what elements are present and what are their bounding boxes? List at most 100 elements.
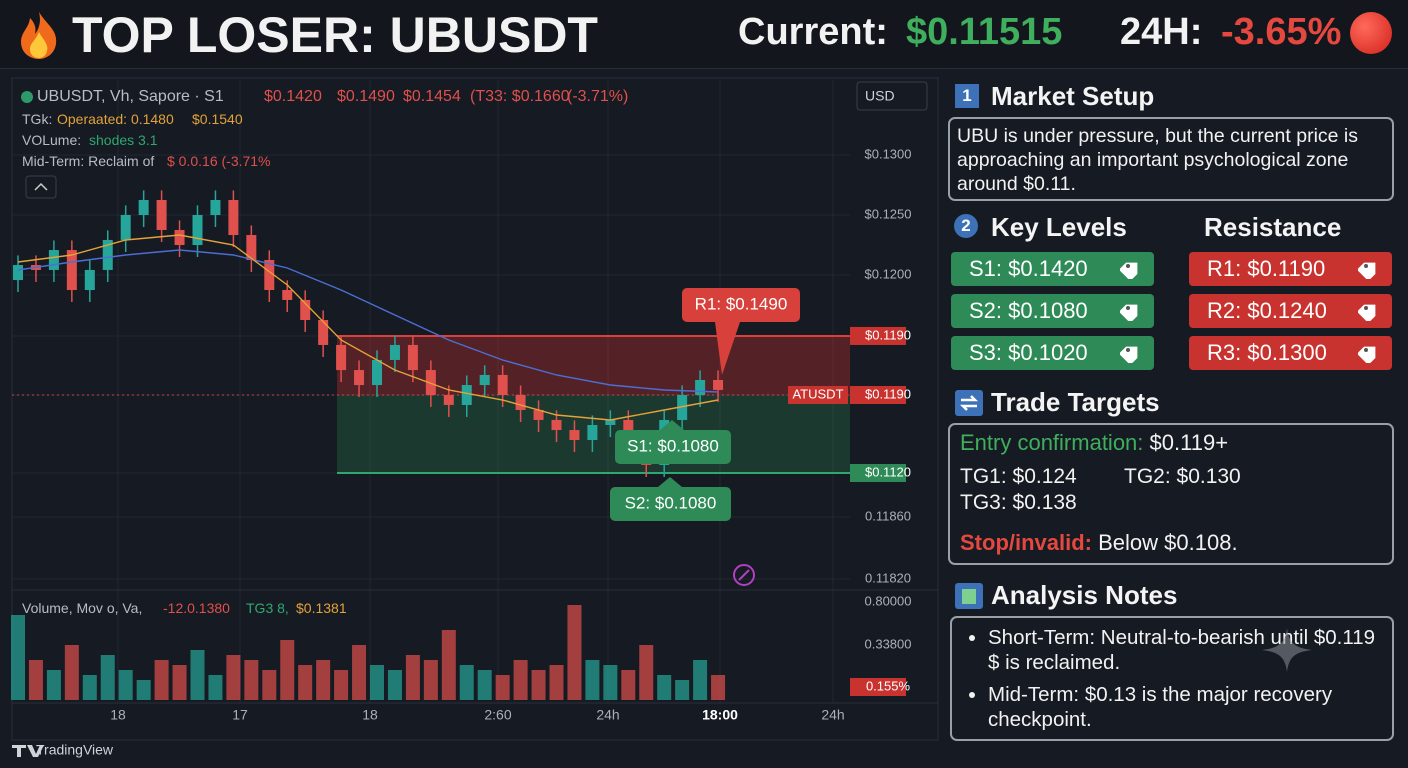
- target: TG3: $0.138: [960, 491, 1077, 514]
- note-text: Neutral-to-bearish until $0.119 $ is rec…: [988, 626, 1376, 674]
- volume-bar: [693, 660, 708, 700]
- chart: UBUSDT, Vh, Sapore · S1 $0.1420 $0.1490 $0.…: [11, 77, 939, 758]
- legend-label: TGk:: [22, 111, 52, 127]
- candle-body: [48, 250, 59, 270]
- notes-icon: [955, 583, 983, 609]
- candle-body: [156, 200, 167, 230]
- candle-body: [587, 425, 598, 440]
- volume-bar: [100, 655, 115, 700]
- section-title: Analysis Notes: [991, 580, 1178, 610]
- candle-body: [192, 215, 203, 245]
- draw-icon-stroke: [738, 569, 750, 581]
- currency: USD: [865, 88, 895, 104]
- candle-body: [695, 380, 706, 395]
- legend-value: $ 0.0.16 (-3.71%: [167, 153, 271, 169]
- volume-bar: [621, 670, 636, 700]
- legend-symbol: UBUSDT, Vh, Sapore · S1: [37, 88, 224, 105]
- y-tick-label: $0.1190: [865, 386, 911, 401]
- volume-bar: [28, 660, 43, 700]
- legend-line: VOLume: shodes 3.1: [22, 132, 158, 148]
- legend-value: $0.1540: [192, 111, 243, 127]
- resistance-zone: [337, 335, 850, 395]
- y-tick-label: 0.11820: [865, 570, 911, 585]
- grid: [12, 80, 850, 703]
- price-tag-bg: [850, 464, 906, 482]
- legend-line: TGk: Operaated: 0.1480 $0.1540: [22, 111, 243, 127]
- y-tick-label: $0.1120: [865, 464, 911, 479]
- fire-icon: [21, 12, 57, 59]
- tag-icon: [1358, 346, 1376, 363]
- legend-ohlc: $0.1420: [264, 88, 322, 105]
- candle-body: [282, 290, 293, 300]
- currency-box[interactable]: [856, 81, 928, 111]
- volume-title-text: Volume, Mov o, Va,: [22, 600, 142, 616]
- symbol-logo: [21, 91, 33, 103]
- candle-body: [13, 265, 23, 281]
- trade-targets-box: [948, 423, 1394, 565]
- volume-bar: [262, 670, 277, 700]
- candle-body: [407, 344, 418, 371]
- volume-bar: [190, 650, 205, 700]
- collapse-button[interactable]: [25, 175, 57, 199]
- volume-bar: [711, 675, 726, 700]
- section-badge: 2: [954, 214, 978, 238]
- price-tag-bg: [850, 386, 906, 404]
- volume-bar: [531, 670, 546, 700]
- callout-label: R1: $0.1490: [695, 294, 788, 313]
- volume-title: Volume, Mov o, Va, -12.0.1380 TG3 8, $0.138…: [22, 600, 347, 616]
- volume-axis-label: 0.155%: [866, 678, 911, 693]
- volume-title-text: $0.1381: [296, 600, 347, 616]
- volume-bar: [11, 615, 25, 700]
- candle-body: [174, 230, 185, 245]
- level-label: R3: $0.1300: [1207, 340, 1327, 365]
- page-title: TOP LOSER: UBUSDT: [72, 7, 598, 63]
- exchange-icon: [955, 390, 983, 416]
- volume-bar: [603, 665, 618, 700]
- x-tick-label: 18: [362, 707, 378, 723]
- candle-body: [66, 250, 77, 290]
- candle-body: [210, 200, 221, 215]
- note: Short-Term: Neutral-to-bearish until $0.…: [988, 625, 1384, 675]
- tag-icon: [1120, 304, 1138, 321]
- volume-bar: [280, 640, 295, 700]
- candle-body: [102, 239, 113, 270]
- volume-bar: [136, 680, 151, 700]
- candle-body: [425, 370, 436, 395]
- draw-icon[interactable]: [733, 564, 755, 586]
- stop-label: Stop/invalid:: [960, 530, 1092, 555]
- change-value: -3.65%: [1221, 11, 1342, 53]
- resistance-level: R2: $0.1240: [1189, 294, 1392, 328]
- candle-body: [713, 380, 724, 390]
- volume-axis-label: 0.33800: [865, 636, 912, 651]
- x-tick-label: 17: [232, 707, 248, 723]
- note-text: $0.13 is the major recovery checkpoint.: [988, 683, 1333, 731]
- plot: [11, 190, 726, 700]
- volume-bar: [244, 660, 259, 700]
- notes-list: Short-Term: Neutral-to-bearish until $0.…: [964, 625, 1384, 732]
- volume-bar: [172, 665, 187, 700]
- candle-body: [533, 410, 544, 420]
- section-title: Key Levels: [991, 212, 1127, 242]
- candle-body: [389, 344, 400, 360]
- candle-body: [300, 299, 311, 320]
- entry-line: Entry confirmation: $0.119+: [960, 430, 1228, 456]
- candle-body: [677, 395, 688, 420]
- legend-value: shodes 3.1: [89, 132, 158, 148]
- volume-axis-label: 0.80000: [865, 593, 912, 608]
- moving-average: [17, 249, 719, 393]
- legend-ohlc: (T33: $0.1660: [470, 88, 570, 105]
- callout-label: S1: $0.1080: [627, 436, 719, 455]
- note-label: Mid-Term:: [988, 683, 1080, 706]
- level-label: R1: $0.1190: [1207, 256, 1326, 281]
- volume-bar: [352, 645, 367, 700]
- candle-body: [569, 430, 580, 440]
- volume-title-text: -12.0.1380: [163, 600, 230, 616]
- callout: [615, 430, 731, 464]
- chart-panel: [11, 77, 939, 741]
- note-label: Short-Term:: [988, 626, 1096, 649]
- support-level: S1: $0.1420: [951, 252, 1154, 286]
- candle-body: [336, 344, 347, 371]
- header: TOP LOSER: UBUSDT Current: $0.11515 24H:…: [0, 0, 1408, 69]
- sparkle-icon: [1262, 628, 1312, 672]
